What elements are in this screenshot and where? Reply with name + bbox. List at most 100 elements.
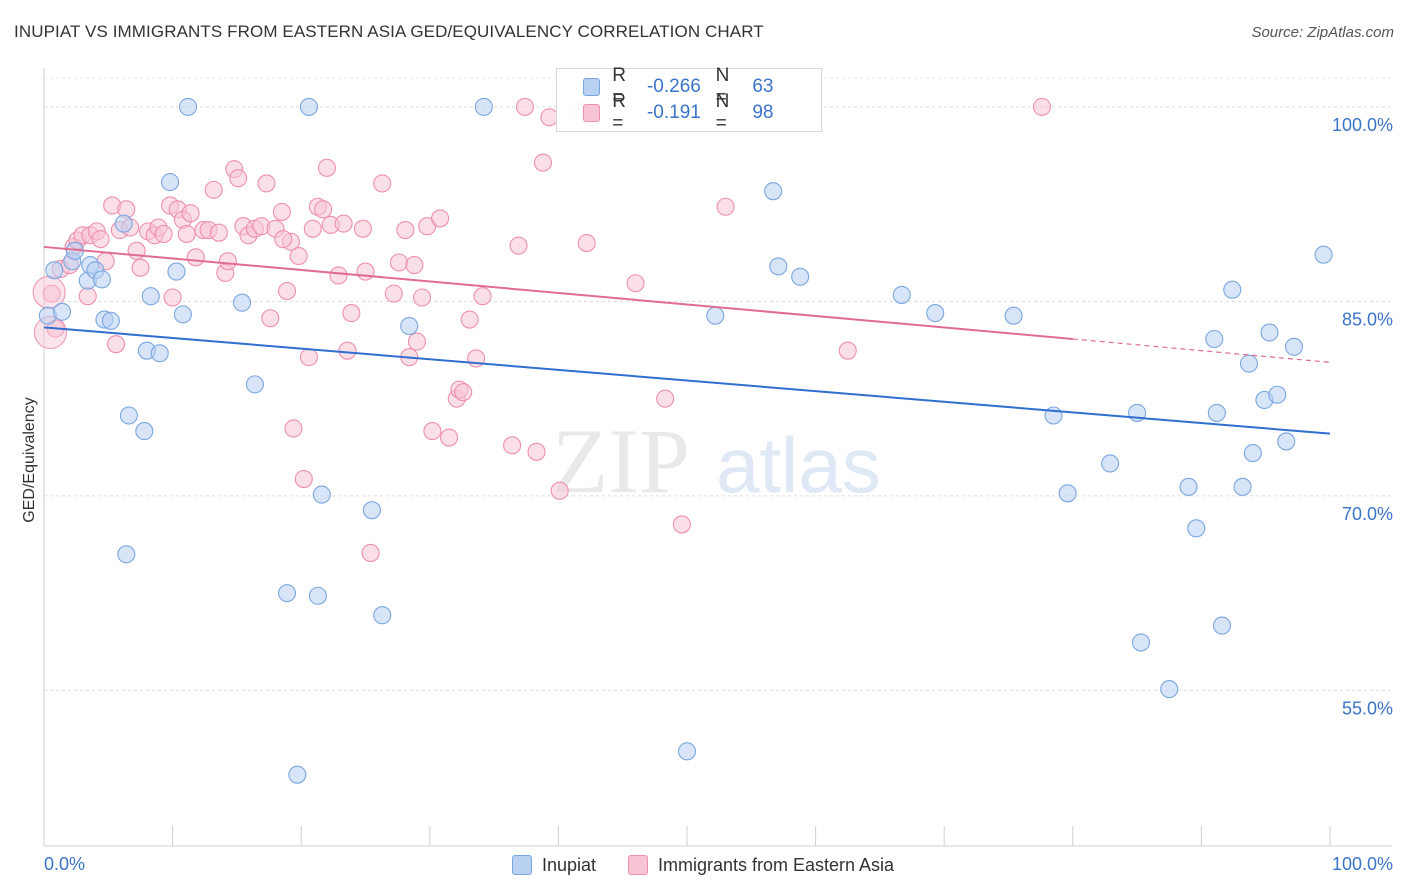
inupiat-point [1233, 477, 1252, 496]
inupiat-point [150, 344, 169, 363]
eastern-asia-point [353, 219, 372, 238]
eastern-asia-point [384, 284, 403, 303]
eastern-asia-point [314, 200, 333, 219]
eastern-asia-point [106, 335, 126, 354]
eastern-asia-point [181, 204, 200, 223]
eastern-asia-point [91, 230, 110, 249]
legend-row-eastern-asia: R = -0.191 N = 98 [583, 91, 821, 134]
inupiat-point [1131, 633, 1151, 652]
eastern-asia-point [626, 274, 645, 293]
y-axis-label: GED/Equivalency [21, 397, 38, 523]
inupiat-point [1207, 403, 1226, 422]
axes [43, 68, 1392, 847]
inupiat-point [474, 97, 493, 116]
eastern-asia-point [550, 481, 569, 500]
inupiat-point [160, 173, 180, 192]
eastern-asia-point [454, 383, 473, 402]
eastern-asia-point [329, 266, 348, 285]
r-label: R = [612, 91, 626, 134]
inupiat-point [278, 584, 297, 603]
eastern-asia-point [460, 310, 479, 329]
eastern-asia-point [294, 469, 313, 489]
inupiat-point [308, 586, 327, 605]
x-tick-label: 0.0% [44, 854, 85, 874]
eastern-asia-point [423, 422, 442, 441]
inupiat-point [299, 97, 318, 116]
inupiat-point [117, 545, 136, 564]
eastern-asia-point [334, 214, 353, 233]
eastern-asia-point [163, 288, 182, 307]
eastern-asia-point [389, 253, 408, 272]
n-value-eastern-asia: 98 [752, 102, 774, 123]
inupiat-point [312, 485, 331, 504]
inupiat-point [173, 305, 192, 324]
inupiat-swatch [583, 78, 601, 96]
eastern-asia-point [257, 174, 276, 193]
watermark: ZIP atlas [552, 410, 881, 512]
eastern-asia-point [656, 389, 675, 408]
inupiat-point [92, 270, 111, 289]
y-tick-label: 100.0% [1332, 115, 1393, 135]
eastern-asia-point [284, 419, 303, 438]
correlation-legend: R = -0.266 N = 63 R = -0.191 N = 98 [556, 65, 822, 134]
eastern-asia-point [672, 515, 691, 534]
eastern-asia-point [338, 341, 357, 360]
inupiat-swatch [511, 855, 532, 875]
inupiat-point [1160, 680, 1179, 699]
n-label: N = [715, 91, 730, 134]
eastern-asia-point [440, 428, 459, 447]
inupiat-point [1058, 484, 1077, 503]
eastern-asia-point [209, 223, 228, 242]
eastern-asia-point [272, 202, 291, 221]
eastern-asia-point [407, 332, 426, 351]
n-value-inupiat: 63 [752, 76, 774, 97]
eastern-asia-point [177, 224, 196, 244]
inupiat-point [167, 262, 186, 281]
eastern-asia-point [1032, 97, 1051, 116]
inupiat-point [791, 267, 810, 286]
inupiat-point [677, 742, 697, 761]
legend-row-inupiat: R = -0.266 N = 63 [583, 65, 821, 108]
eastern-asia-point [405, 256, 424, 275]
legend-label-eastern-asia: Immigrants from Eastern Asia [657, 854, 895, 875]
eastern-asia-point [431, 209, 450, 228]
eastern-asia-point [278, 281, 297, 301]
eastern-asia-point [838, 341, 857, 360]
eastern-asia-point [317, 158, 336, 177]
eastern-asia-point [413, 288, 432, 307]
inupiat-point [1205, 329, 1224, 349]
eastern-asia-point [342, 304, 361, 323]
chart-title: INUPIAT VS IMMIGRANTS FROM EASTERN ASIA … [14, 22, 764, 41]
inupiat-point [1260, 323, 1279, 342]
inupiat-point [706, 306, 725, 325]
trend-lines [43, 245, 1331, 435]
inupiat-point [362, 501, 381, 520]
eastern-asia-point [186, 248, 205, 267]
eastern-asia-point [289, 246, 308, 266]
inupiat-point [764, 182, 783, 201]
inupiat-point [232, 293, 252, 312]
eastern-asia-point [503, 436, 522, 455]
inupiat-point [1212, 616, 1232, 635]
watermark-atlas: atlas [716, 421, 881, 509]
series-legend: Inupiat Immigrants from Eastern Asia [0, 852, 1406, 878]
inupiat-point [1284, 337, 1304, 356]
inupiat-point [1101, 454, 1120, 473]
eastern-asia-point [356, 262, 375, 281]
eastern-asia-point [204, 180, 223, 199]
eastern-asia-point [527, 442, 546, 461]
inupiat-point [1179, 477, 1198, 496]
legend-item-eastern-asia: Immigrants from Eastern Asia [627, 854, 895, 876]
eastern-asia-trend-line [43, 245, 1073, 340]
inupiat-point [45, 261, 64, 280]
inupiat-point [135, 422, 154, 441]
inupiat-point [892, 285, 911, 304]
inupiat-point [101, 311, 120, 330]
inupiat-point [926, 304, 945, 323]
eastern-asia-point [42, 284, 61, 303]
inupiat-point [245, 375, 264, 394]
eastern-asia-swatch [583, 104, 601, 122]
eastern-asia-point [473, 287, 492, 306]
y-tick-label: 70.0% [1342, 504, 1393, 524]
